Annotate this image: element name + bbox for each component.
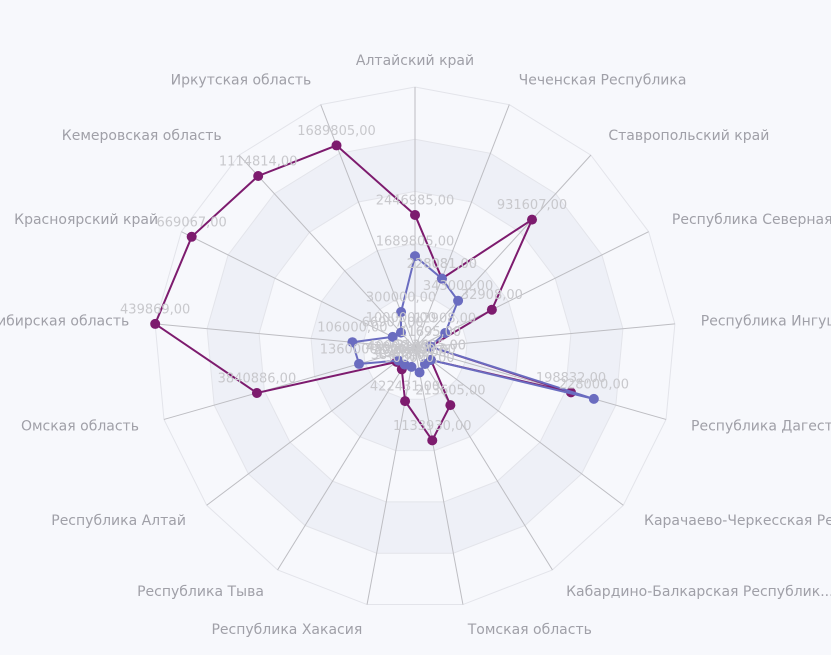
category-label: Республика Северная Осетия — Алания [672,212,831,228]
category-label: Омская область [21,419,139,435]
category-label: Кабардино-Балкарская Республик... [566,584,831,600]
value-label: 213605,00 [415,384,485,399]
value-label: 60000,00 [394,343,456,358]
series-line [153,144,572,443]
value-label: 32908,00 [461,288,523,303]
axis-line [414,347,667,420]
value-label: 43986,00 [366,340,428,355]
data-point [588,393,599,404]
value-label: 228000,00 [559,377,629,392]
value-label: 422431,00 [370,380,440,395]
value-label: 150000,00 [376,345,446,360]
category-label: Республика Дагестан [691,419,831,435]
axis-line [414,347,624,506]
category-label: Чеченская Республика [519,72,687,88]
axis-line [414,347,464,605]
value-label: 106000,00 [317,321,387,336]
value-label: 11695,00 [399,325,461,340]
value-label: 439869,00 [120,302,190,317]
data-point [436,273,447,284]
value-label: 931607,00 [497,198,567,213]
data-point [527,214,538,225]
value-label: 3840886,00 [218,371,297,386]
data-point [453,295,464,306]
axis-line [155,323,416,349]
data-point [440,327,451,338]
data-point [354,358,365,369]
data-point [387,331,398,342]
data-point [427,435,438,446]
axis-line [163,347,416,420]
data-point [396,307,407,318]
category-label: Ставропольский край [608,128,769,144]
data-point [347,337,358,348]
data-point [414,367,425,378]
value-label: 669067,00 [157,215,227,230]
value-label: 343000,00 [423,279,493,294]
value-label: 2446985,00 [376,193,455,208]
category-label: Новосибирская область [0,314,129,330]
data-point [419,359,430,370]
axis-line [414,231,649,349]
value-label: 1360000,00 [320,342,399,357]
value-label: 38408,00 [371,348,433,363]
category-label: Иркутская область [171,72,312,88]
data-point [410,251,420,262]
value-label: 1133930,00 [393,419,472,434]
category-label: Алтайский край [356,53,474,69]
category-label: Республика Ингушетия [701,314,831,330]
value-label: 12908,00 [414,311,476,326]
axis-line [277,347,416,571]
value-label: 228081,00 [407,257,477,272]
value-label: 1689805,00 [376,235,455,250]
category-label: Красноярский край [14,212,158,228]
data-point [486,304,497,315]
data-point [400,396,411,407]
data-point [445,400,456,411]
value-label: 40000,00 [367,339,429,354]
data-point [395,327,406,338]
data-point [410,209,420,220]
axis-line [366,347,416,605]
data-point [253,170,264,181]
value-label: 213605,00 [396,338,466,353]
axis-line [414,347,553,571]
axis-line [238,154,416,349]
data-point [186,231,197,242]
value-label: 100000,00 [366,311,436,326]
value-label: 228081,00 [407,257,477,272]
value-label: 1114814,00 [219,154,298,169]
data-point [425,341,436,352]
category-label: Республика Хакасия [211,622,362,638]
data-point [393,355,404,366]
data-point [331,140,342,151]
data-point [251,387,262,398]
value-label: 30000,00 [374,343,436,358]
axis-line [181,231,416,349]
axis-line [206,347,416,506]
category-label: Республика Тыва [137,584,264,600]
axis-line [414,323,675,349]
category-label: Республика Алтай [51,513,186,529]
value-label: 66907,00 [362,315,424,330]
value-label: 198832,00 [536,371,606,386]
category-label: Томская область [467,622,592,638]
axis-line [414,154,592,349]
value-label: 300000,00 [384,351,454,366]
category-label: Кемеровская область [62,128,222,144]
category-label: Карачаево-Черкесская Республика [644,513,831,529]
axis-line [414,104,510,349]
value-label: 1689805,00 [297,124,376,139]
value-label: 300000,00 [366,291,436,306]
data-point [150,318,161,329]
